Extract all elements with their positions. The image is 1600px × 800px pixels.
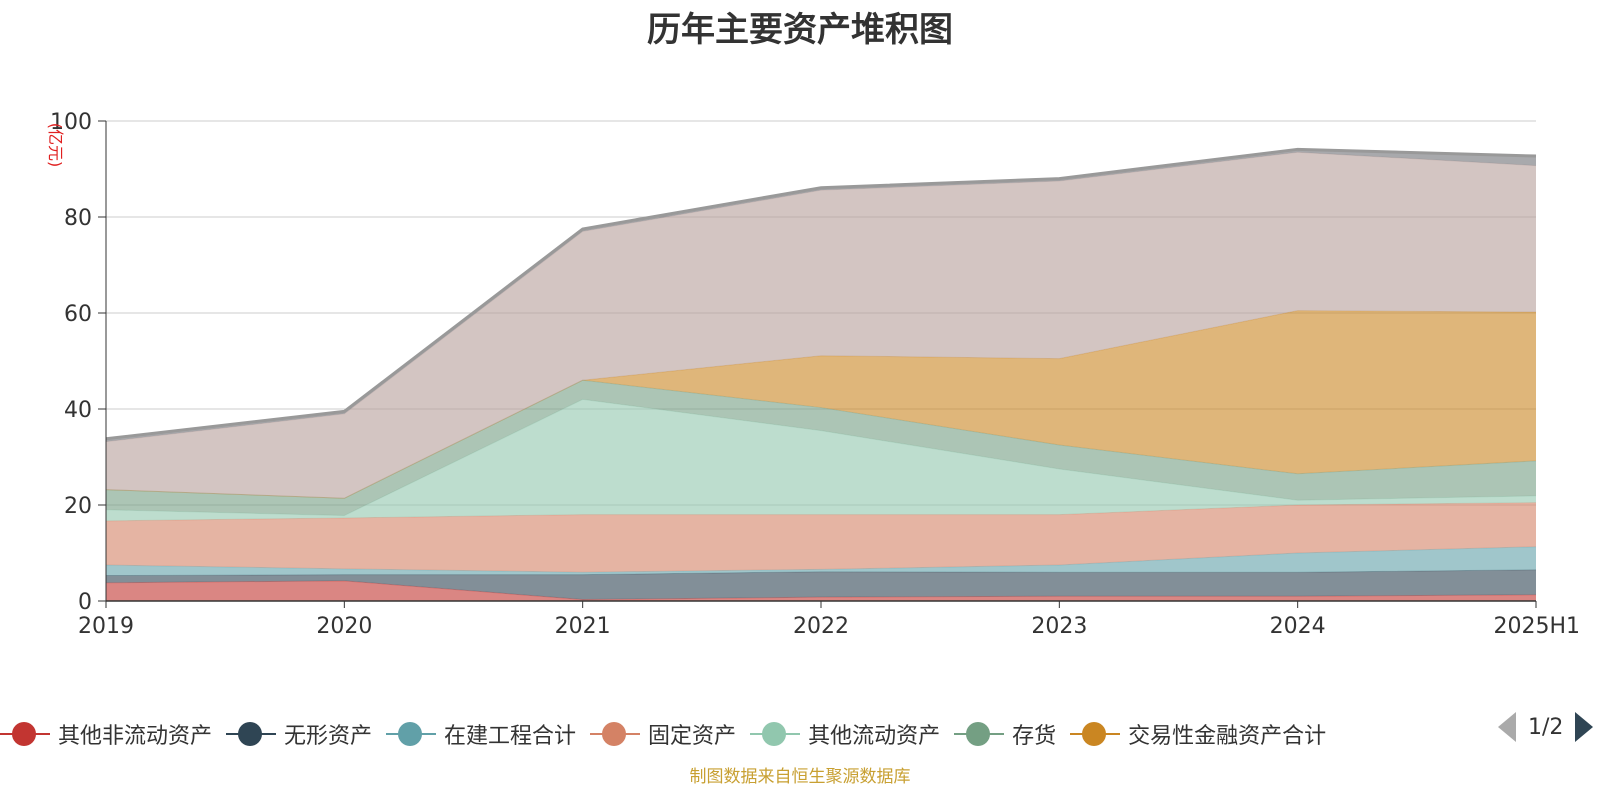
axes: 0 20 40 60 80 100 2019 2020 2021 2022 2023 2024 2025… <box>50 110 1580 639</box>
legend-next-page-button[interactable] <box>1575 712 1594 742</box>
legend-item-0[interactable]: 其他非流动资产 <box>0 718 212 750</box>
legend-symbol-icon <box>590 720 641 748</box>
legend-symbol-icon <box>750 720 801 748</box>
y-tick-label-3: 60 <box>64 302 92 327</box>
y-tick-label-5: 100 <box>50 110 92 135</box>
chart-title: 历年主要资产堆积图 <box>647 10 953 50</box>
y-tick-label-0: 0 <box>78 590 92 615</box>
legend-label: 在建工程合计 <box>444 724 577 749</box>
legend-prev-page-button[interactable] <box>1498 712 1516 742</box>
legend-symbol-icon <box>954 720 1005 748</box>
y-tick-label-1: 20 <box>64 494 92 519</box>
legend-label: 其他非流动资产 <box>58 724 213 749</box>
legend-item-1[interactable]: 无形资产 <box>226 718 372 750</box>
legend-label: 固定资产 <box>648 724 737 749</box>
y-tick-label-4: 80 <box>64 206 92 231</box>
x-tick-label-4: 2023 <box>1031 614 1087 639</box>
area-series <box>105 147 1537 601</box>
area-series-5 <box>106 380 1536 516</box>
legend-symbol-icon <box>386 720 437 748</box>
legend-label: 无形资产 <box>284 724 373 749</box>
legend-symbol-icon <box>1070 720 1121 748</box>
stack-top-outline <box>105 147 1537 441</box>
legend-symbol-icon <box>226 720 277 748</box>
area-series-2 <box>106 546 1536 576</box>
area-series-6 <box>106 310 1536 499</box>
area-series-1 <box>106 569 1536 600</box>
area-series-0 <box>106 580 1536 601</box>
area-series-3 <box>106 502 1536 573</box>
legend-label: 其他流动资产 <box>808 724 941 749</box>
x-tick-label-0: 2019 <box>78 614 134 639</box>
legend-item-4[interactable]: 其他流动资产 <box>750 718 940 750</box>
legend-pager: 1/2 <box>1498 712 1594 742</box>
x-tick-label-6: 2025H1 <box>1493 614 1580 639</box>
legend-item-2[interactable]: 在建工程合计 <box>386 718 576 750</box>
area-series-7 <box>106 152 1536 499</box>
x-tick-label-5: 2024 <box>1270 614 1326 639</box>
unit-label: (亿元) <box>46 123 65 168</box>
x-tick-label-2: 2021 <box>555 614 611 639</box>
x-tick-label-1: 2020 <box>316 614 372 639</box>
legend-page-indicator: 1/2 <box>1528 714 1564 740</box>
area-series-4 <box>106 399 1536 521</box>
legend-label: 交易性金融资产合计 <box>1128 724 1327 749</box>
legend-symbol-icon <box>0 720 50 748</box>
y-tick-label-2: 40 <box>64 398 92 423</box>
x-tick-label-3: 2022 <box>793 614 849 639</box>
legend-item-3[interactable]: 固定资产 <box>590 718 736 750</box>
legend-item-5[interactable]: 存货 <box>954 718 1056 750</box>
legend-label: 存货 <box>1012 724 1057 749</box>
legend-item-6[interactable]: 交易性金融资产合计 <box>1070 718 1326 750</box>
legend: 其他非流动资产 无形资产 在建工程合计 固定资产 其他流动资产 存货 交易性金融资产合计 <box>0 714 1600 754</box>
footer-source-note: 制图数据来自恒生聚源数据库 <box>689 767 911 787</box>
